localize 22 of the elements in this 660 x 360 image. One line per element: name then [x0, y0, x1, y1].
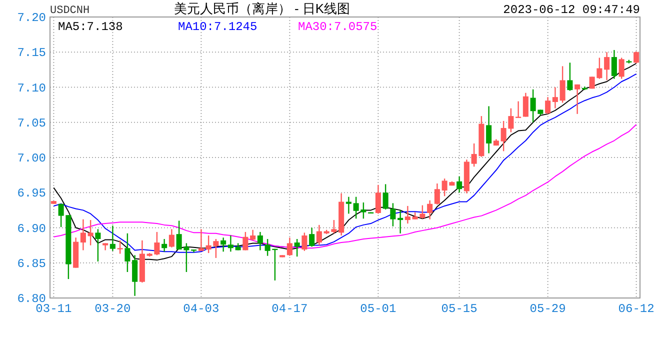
x-tick-label: 06-12	[618, 302, 654, 316]
x-tick-label: 04-17	[272, 302, 308, 316]
text: MA10:7.1245	[178, 20, 258, 34]
annotation: USDCNH	[50, 5, 90, 17]
text: MA5:7.138	[58, 20, 123, 34]
x-tick-label: 05-15	[441, 302, 478, 316]
y-tick-label: 7.00	[17, 152, 46, 166]
y-tick-label: 7.15	[17, 46, 46, 60]
x-tick-label: 03-20	[94, 302, 131, 316]
y-tick-label: 7.05	[17, 116, 46, 130]
y-tick-label: 6.90	[17, 222, 46, 236]
annotation: 2023-06-12 09:47:49	[503, 3, 640, 17]
y-tick-label: 7.20	[17, 11, 46, 25]
y-tick-label: 6.95	[17, 186, 46, 201]
y-tick-label: 6.85	[17, 256, 46, 271]
text: MA30:7.0575	[298, 20, 378, 34]
x-tick-label: 03-11	[36, 302, 72, 316]
y-tick-label: 7.10	[17, 81, 46, 96]
x-tick-label: 05-01	[360, 302, 396, 316]
x-tick-label: 04-03	[183, 302, 220, 316]
x-tick-label: 05-29	[530, 302, 566, 316]
chart-title: 美元人民币（离岸） - 日K线图	[174, 1, 350, 16]
